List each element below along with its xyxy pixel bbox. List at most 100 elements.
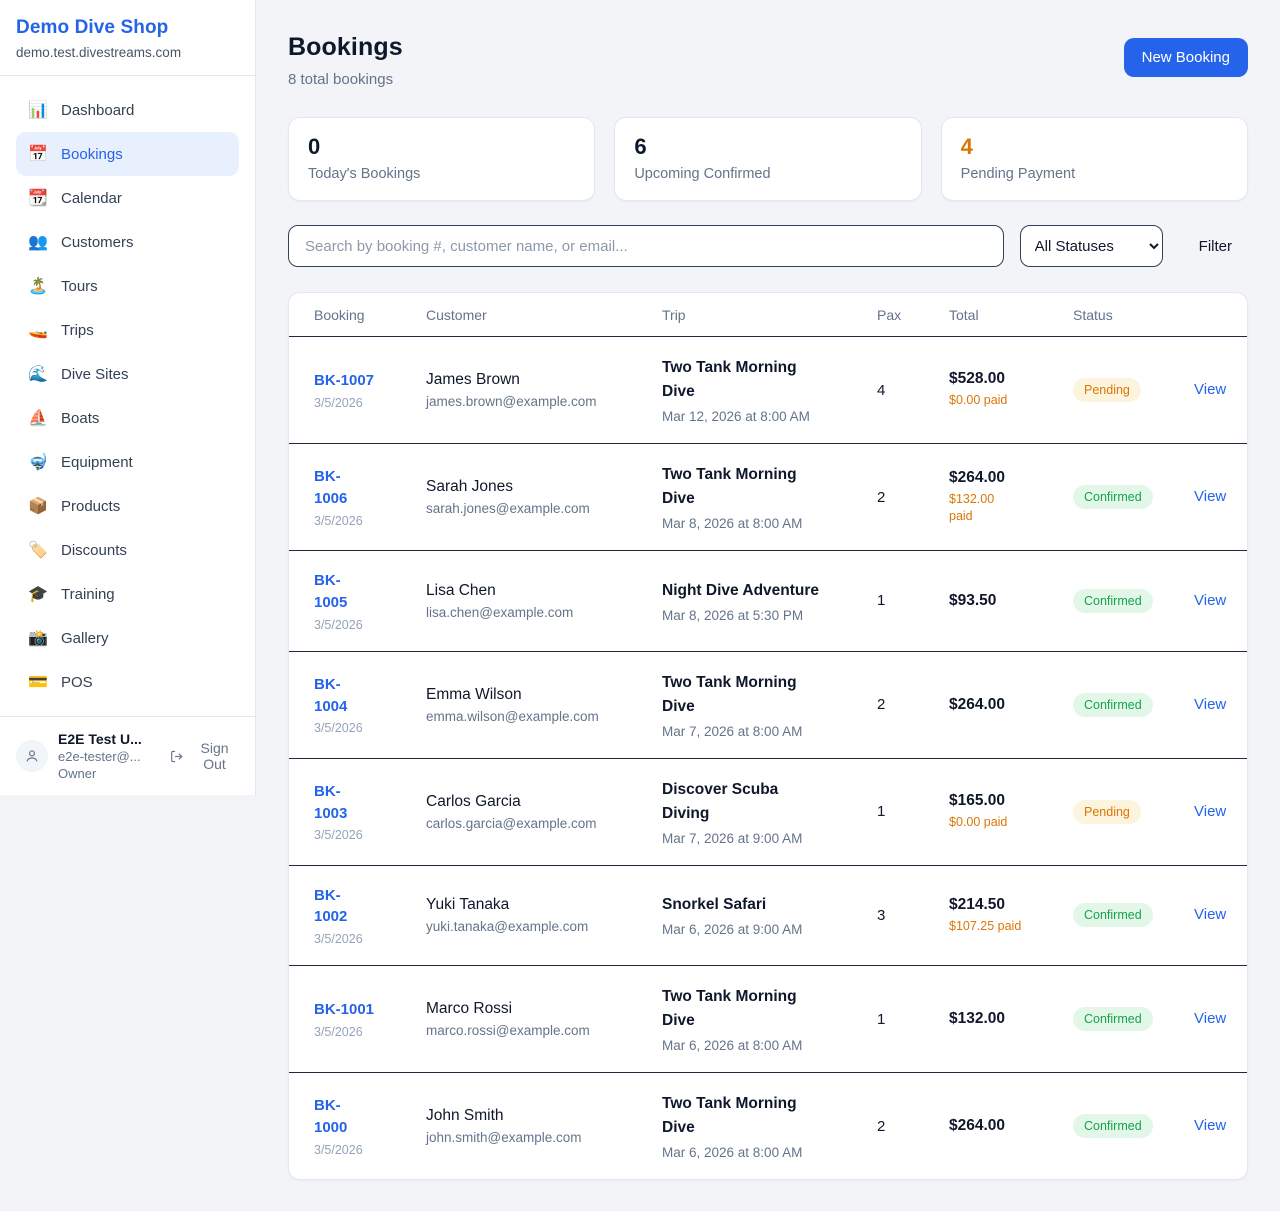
- table-row: BK-1007 3/5/2026 James Brown james.brown…: [289, 336, 1247, 443]
- customer-email: james.brown@example.com: [426, 394, 597, 410]
- booking-id-link[interactable]: BK- 1003: [314, 782, 348, 822]
- booking-cell: BK-1001 3/5/2026: [314, 999, 426, 1039]
- sidebar-item-discounts[interactable]: 🏷️ Discounts: [16, 528, 239, 572]
- booking-id-link[interactable]: BK- 1002: [314, 886, 348, 926]
- total-amount: $165.00: [949, 791, 1006, 809]
- sign-out-label: Sign Out: [200, 740, 229, 772]
- booking-date: 3/5/2026: [314, 513, 363, 528]
- wave-icon: 🌊: [28, 366, 48, 383]
- customer-name: Emma Wilson: [426, 685, 522, 703]
- view-link[interactable]: View: [1194, 906, 1227, 924]
- pax-cell: 4: [877, 381, 886, 399]
- view-link[interactable]: View: [1194, 488, 1227, 506]
- customer-name: John Smith: [426, 1107, 504, 1125]
- sidebar-item-equipment[interactable]: 🤿 Equipment: [16, 440, 239, 484]
- status-filter-select[interactable]: All Statuses: [1019, 225, 1163, 267]
- sidebar-item-customers[interactable]: 👥 Customers: [16, 220, 239, 264]
- view-link[interactable]: View: [1194, 381, 1227, 399]
- view-link[interactable]: View: [1194, 802, 1227, 820]
- package-icon: 📦: [28, 498, 48, 515]
- filter-button[interactable]: Filter: [1198, 237, 1232, 255]
- booking-date: 3/5/2026: [314, 828, 363, 843]
- actions-cell: View: [1194, 488, 1240, 506]
- customer-cell: Lisa Chen lisa.chen@example.com: [426, 582, 662, 620]
- customer-email: emma.wilson@example.com: [426, 708, 599, 724]
- actions-cell: View: [1194, 803, 1240, 821]
- trip-name: Two Tank Morning Dive: [662, 359, 797, 401]
- customer-cell: John Smith john.smith@example.com: [426, 1107, 662, 1145]
- stat-card-todays-bookings: 0 Today's Bookings: [288, 117, 596, 201]
- total-amount: $264.00: [949, 468, 1006, 486]
- customer-name: Sarah Jones: [426, 478, 514, 496]
- customer-cell: Sarah Jones sarah.jones@example.com: [426, 478, 662, 516]
- actions-cell: View: [1194, 381, 1240, 399]
- sidebar-item-trips[interactable]: 🚤 Trips: [16, 308, 239, 352]
- booking-id-link[interactable]: BK-1001: [314, 1001, 375, 1019]
- trip-datetime: Mar 8, 2026 at 8:00 AM: [662, 516, 803, 532]
- pax-cell: 1: [877, 803, 886, 821]
- sidebar-item-calendar[interactable]: 📆 Calendar: [16, 176, 239, 220]
- booking-id-link[interactable]: BK- 1005: [314, 572, 348, 611]
- view-link[interactable]: View: [1194, 1117, 1227, 1135]
- sign-out-button[interactable]: Sign Out: [170, 740, 239, 772]
- trip-cell: Two Tank Morning Dive Mar 7, 2026 at 8:00…: [662, 671, 877, 739]
- stat-label: Pending Payment: [960, 166, 1076, 183]
- graduation-cap-icon: 🎓: [28, 586, 48, 603]
- trip-name: Discover Scuba Diving: [662, 780, 779, 822]
- status-badge: Pending: [1073, 799, 1141, 824]
- column-header-status: Status: [1073, 306, 1113, 323]
- sidebar-item-boats[interactable]: ⛵ Boats: [16, 396, 239, 440]
- column-header-booking: Booking: [314, 306, 365, 323]
- table-row: BK- 1006 3/5/2026 Sarah Jones sarah.jones…: [289, 443, 1247, 550]
- sidebar-item-label: Trips: [61, 321, 94, 339]
- trip-cell: Discover Scuba Diving Mar 7, 2026 at 9:00…: [662, 778, 877, 846]
- booking-date: 3/5/2026: [314, 1142, 363, 1157]
- total-cell: $528.00 $0.00 paid: [949, 370, 1073, 410]
- trip-datetime: Mar 7, 2026 at 8:00 AM: [662, 723, 803, 739]
- table-row: BK- 1003 3/5/2026 Carlos Garcia carlos.ga…: [289, 757, 1247, 865]
- new-booking-button[interactable]: New Booking: [1123, 38, 1248, 77]
- sidebar-item-training[interactable]: 🎓 Training: [16, 572, 239, 616]
- sidebar-item-dashboard[interactable]: 📊 Dashboard: [16, 88, 239, 132]
- booking-date: 3/5/2026: [314, 617, 363, 632]
- trip-datetime: Mar 12, 2026 at 8:00 AM: [662, 409, 810, 425]
- view-link[interactable]: View: [1194, 1010, 1227, 1028]
- sidebar-item-label: Dashboard: [61, 101, 135, 119]
- sidebar-item-dive-sites[interactable]: 🌊 Dive Sites: [16, 352, 239, 396]
- table-row: BK- 1004 3/5/2026 Emma Wilson emma.wilson…: [289, 650, 1247, 758]
- booking-id-link[interactable]: BK-1007: [314, 372, 375, 390]
- view-link[interactable]: View: [1194, 695, 1227, 713]
- sidebar-item-label: Gallery: [61, 629, 109, 647]
- sidebar-item-tours[interactable]: 🏝️ Tours: [16, 264, 239, 308]
- sailboat-icon: ⛵: [28, 410, 48, 427]
- bar-chart-icon: 📊: [28, 102, 48, 119]
- page-header: Bookings 8 total bookings New Booking: [288, 33, 1248, 88]
- view-link[interactable]: View: [1194, 591, 1227, 609]
- sidebar-item-pos[interactable]: 💳 POS: [16, 660, 239, 704]
- sidebar-item-label: Tours: [61, 277, 98, 295]
- sidebar-item-gallery[interactable]: 📸 Gallery: [16, 616, 239, 660]
- status-badge: Pending: [1073, 378, 1141, 403]
- customer-email: lisa.chen@example.com: [426, 604, 574, 620]
- booking-id-link[interactable]: BK- 1006: [314, 468, 348, 508]
- search-input[interactable]: [288, 225, 1004, 267]
- stat-card-upcoming-confirmed: 6 Upcoming Confirmed: [614, 117, 922, 201]
- customer-name: Carlos Garcia: [426, 792, 521, 810]
- customer-cell: Yuki Tanaka yuki.tanaka@example.com: [426, 896, 662, 934]
- sidebar-item-label: POS: [61, 673, 93, 691]
- paid-amount: $132.00 paid: [949, 491, 995, 524]
- tear-off-calendar-icon: 📆: [28, 190, 48, 207]
- status-badge: Confirmed: [1073, 1114, 1153, 1139]
- sidebar-item-label: Products: [61, 497, 121, 515]
- sidebar-nav: 📊 Dashboard 📅 Bookings 📆 Calendar 👥 Customers 🏝️…: [0, 76, 255, 716]
- sidebar-item-bookings[interactable]: 📅 Bookings: [16, 132, 239, 176]
- paid-amount: $107.25 paid: [949, 918, 1022, 933]
- booking-id-link[interactable]: BK- 1004: [314, 675, 348, 715]
- booking-cell: BK- 1005 3/5/2026: [314, 570, 426, 632]
- booking-cell: BK- 1000 3/5/2026: [314, 1095, 426, 1157]
- booking-id-link[interactable]: BK- 1000: [314, 1097, 348, 1137]
- page-title: Bookings: [288, 33, 403, 61]
- sidebar-item-products[interactable]: 📦 Products: [16, 484, 239, 528]
- actions-cell: View: [1194, 906, 1240, 924]
- booking-cell: BK-1007 3/5/2026: [314, 370, 426, 410]
